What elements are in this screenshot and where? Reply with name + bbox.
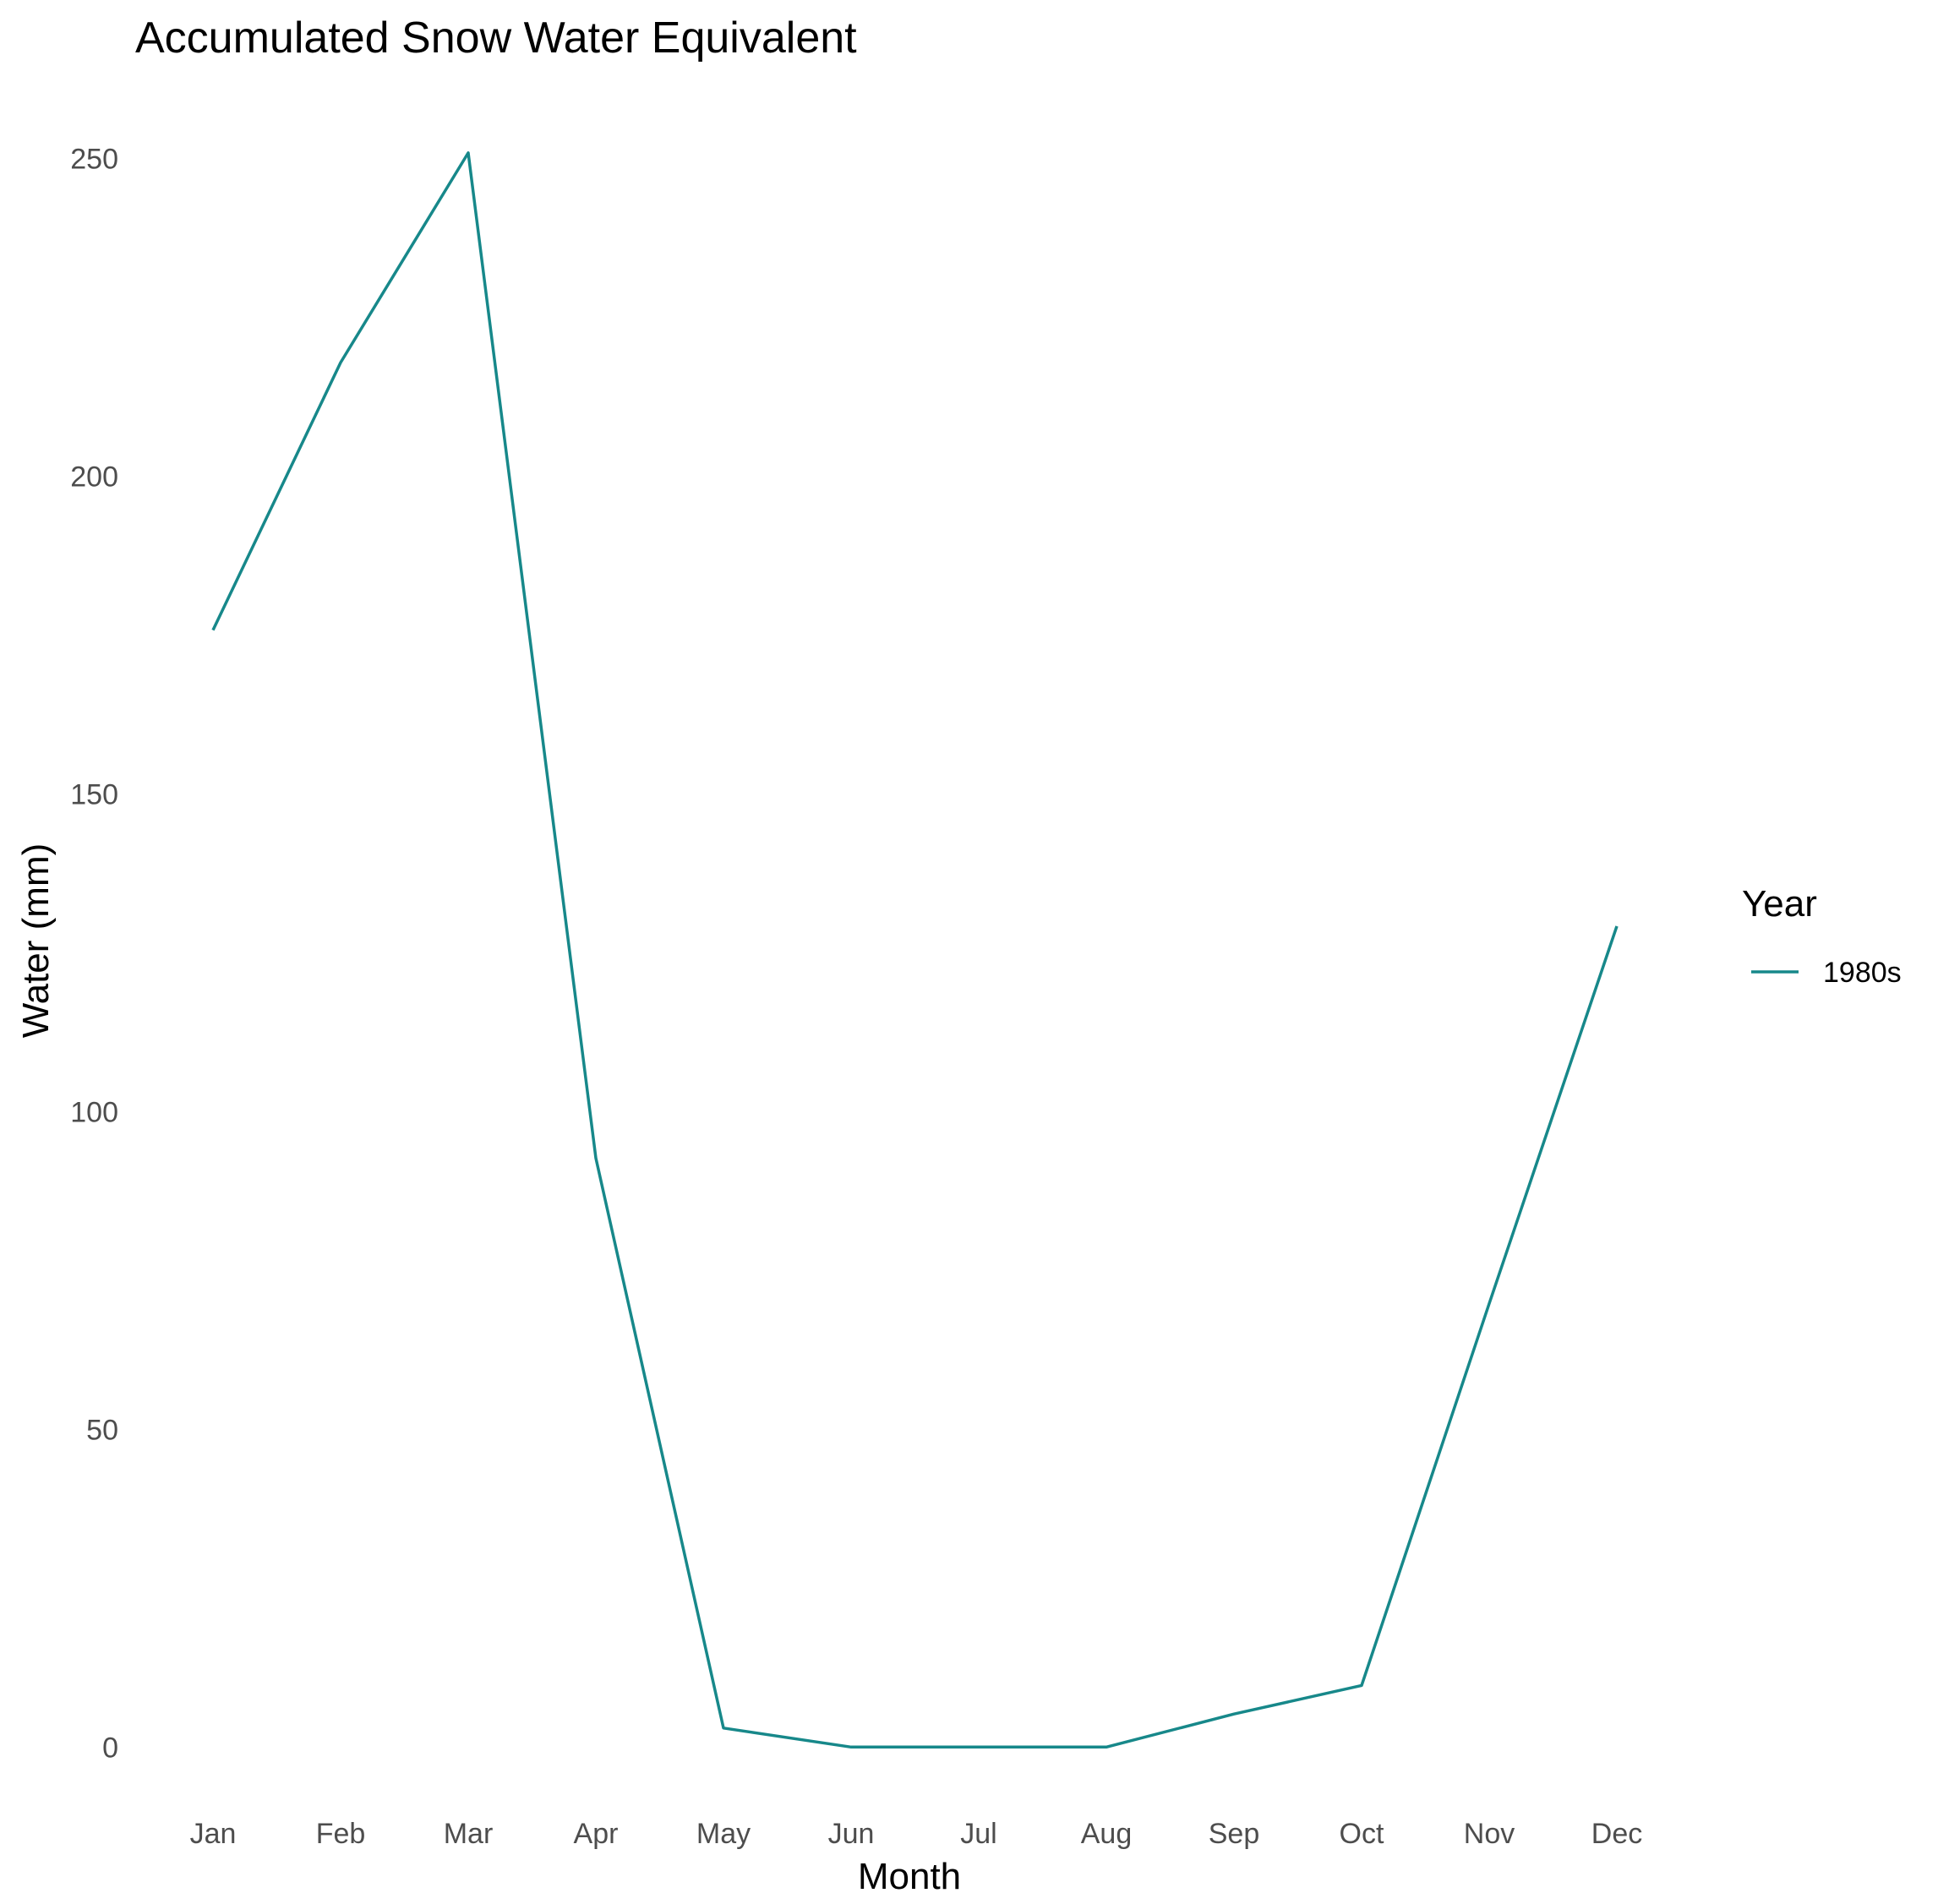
x-tick-label: Aug [1081,1818,1133,1850]
y-tick-label: 100 [70,1096,118,1128]
x-axis-ticks: Jan Feb Mar Apr May Jun Jul Aug Sep Oct Nov Dec [190,1818,1643,1850]
y-tick-label: 250 [70,144,118,176]
x-tick-label: Jan [190,1818,237,1850]
legend-items: 1980s [1751,957,1902,989]
y-tick-label: 0 [102,1732,118,1764]
x-tick-label: Dec [1591,1818,1642,1850]
legend-title: Year [1742,883,1817,925]
x-tick-label: Jun [828,1818,875,1850]
x-tick-label: May [696,1818,751,1850]
x-tick-label: Mar [444,1818,494,1850]
series-line-1980s [211,151,1619,1749]
y-axis-title: Water (mm) [15,843,57,1039]
y-tick-label: 50 [86,1414,118,1446]
x-tick-label: Jul [960,1818,996,1850]
y-tick-label: 150 [70,779,118,811]
x-tick-label: Apr [574,1818,619,1850]
x-tick-label: Sep [1209,1818,1260,1850]
chart-title: Accumulated Snow Water Equivalent [135,14,857,63]
y-axis-ticks: 0 50 100 150 200 250 [70,144,118,1765]
x-tick-label: Oct [1340,1818,1384,1850]
series-layer [211,151,1619,1749]
legend-label: 1980s [1823,957,1902,989]
legend: Year 1980s [1742,883,1902,989]
y-tick-label: 200 [70,461,118,494]
x-tick-label: Feb [316,1818,366,1850]
x-axis-title: Month [858,1856,961,1897]
x-tick-label: Nov [1464,1818,1515,1850]
